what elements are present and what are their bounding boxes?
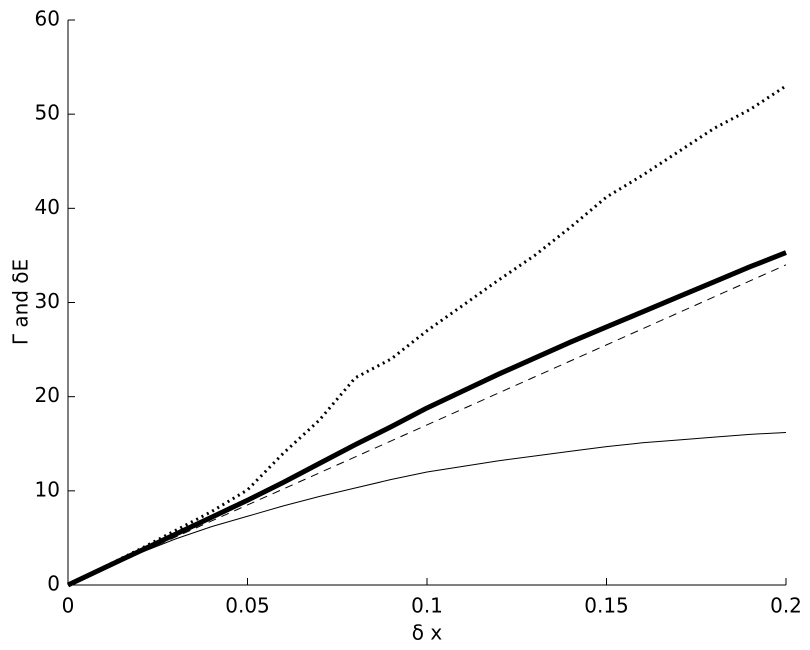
- line-series: [67, 264, 787, 586]
- x-tick-label: 0.15: [584, 594, 629, 618]
- line-series: [67, 84, 787, 587]
- y-axis-label: Γ and δE: [9, 259, 33, 345]
- line-series: [66, 250, 787, 588]
- y-tick-label: 10: [35, 477, 60, 501]
- y-tick-label: 0: [47, 572, 60, 596]
- x-tick-label: 0.1: [411, 594, 443, 618]
- y-tick-label: 60: [35, 7, 60, 31]
- y-tick-label: 30: [35, 289, 60, 313]
- x-tick-label: 0: [62, 594, 75, 618]
- x-axis-label: δ x: [412, 621, 443, 645]
- y-tick-label: 50: [35, 101, 60, 125]
- y-tick-label: 40: [35, 195, 60, 219]
- line-series: [67, 431, 787, 586]
- x-tick-label: 0.05: [225, 594, 270, 618]
- y-tick-label: 20: [35, 383, 60, 407]
- x-tick-label: 0.2: [770, 594, 802, 618]
